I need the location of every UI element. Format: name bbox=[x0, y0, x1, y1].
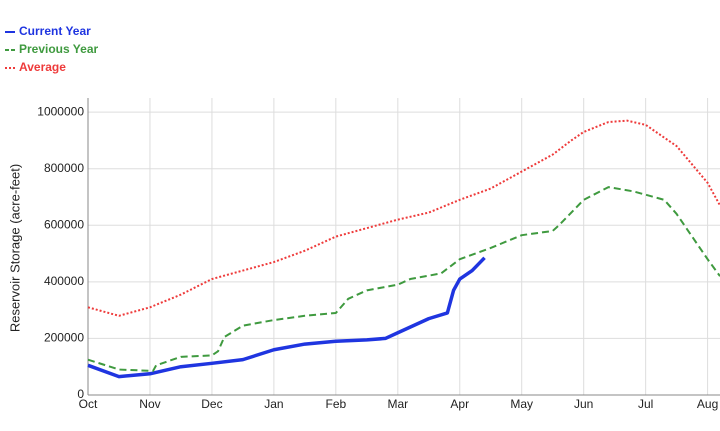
legend-label: Average bbox=[19, 60, 66, 74]
y-tick-label: 800000 bbox=[44, 161, 84, 175]
series-line bbox=[87, 186, 720, 372]
x-tick-label: May bbox=[510, 397, 533, 411]
y-tick-label: 200000 bbox=[44, 331, 84, 345]
legend-label: Current Year bbox=[19, 24, 91, 38]
x-tick-label: Feb bbox=[325, 397, 346, 411]
x-tick-label: Jun bbox=[574, 397, 593, 411]
x-tick-label: Oct bbox=[79, 397, 98, 411]
series-line bbox=[87, 256, 486, 379]
y-tick-label: 400000 bbox=[44, 274, 84, 288]
x-tick-label: Nov bbox=[139, 397, 160, 411]
x-tick-label: Jan bbox=[264, 397, 283, 411]
legend-label: Previous Year bbox=[19, 42, 98, 56]
y-tick-label: 0 bbox=[77, 387, 84, 401]
y-tick-label: 1000000 bbox=[37, 104, 84, 118]
x-tick-label: Apr bbox=[450, 397, 469, 411]
series-line bbox=[87, 119, 720, 317]
legend: Current Year Previous Year Average bbox=[5, 24, 98, 74]
x-tick-label: Jul bbox=[638, 397, 653, 411]
x-tick-label: Mar bbox=[387, 397, 408, 411]
x-tick-label: Dec bbox=[201, 397, 222, 411]
y-tick-label: 600000 bbox=[44, 217, 84, 231]
x-tick-label: Aug bbox=[697, 397, 718, 411]
y-axis-label: Reservoir Storage (acre-feet) bbox=[7, 164, 22, 332]
